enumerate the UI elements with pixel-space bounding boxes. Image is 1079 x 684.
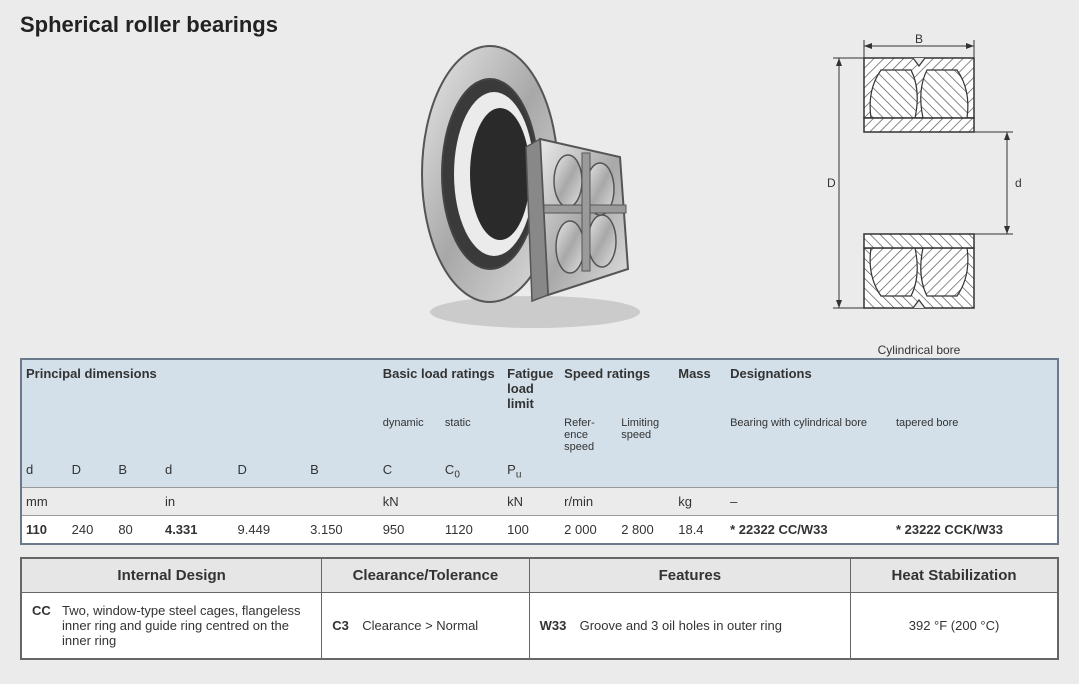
- data-cell: * 22322 CC/W33: [726, 515, 892, 544]
- feature-header: Clearance/Tolerance: [322, 558, 529, 593]
- th-symbol: d: [21, 459, 68, 487]
- unit-cell: [441, 487, 503, 515]
- unit-cell: kN: [503, 487, 560, 515]
- feature-header: Internal Design: [21, 558, 322, 593]
- bearing-schematic: B: [789, 34, 1049, 357]
- data-cell: 2 800: [617, 515, 674, 544]
- data-cell: 18.4: [674, 515, 726, 544]
- bearing-3d-illustration: [400, 34, 660, 339]
- unit-cell: [892, 487, 1058, 515]
- th-symbol: C: [379, 459, 441, 487]
- internal-design-cell: CCTwo, window-type steel cages, flangele…: [21, 592, 322, 659]
- th-designations: Designations: [726, 359, 1058, 414]
- dim-label-d: d: [1015, 176, 1022, 190]
- data-cell: 3.150: [306, 515, 379, 544]
- features-table: Internal DesignClearance/ToleranceFeatur…: [20, 557, 1059, 660]
- unit-cell: [68, 487, 115, 515]
- unit-cell: [234, 487, 307, 515]
- th-symbol: C0: [441, 459, 503, 487]
- th-symbol: D: [68, 459, 115, 487]
- unit-cell: –: [726, 487, 892, 515]
- th-symbol: D: [234, 459, 307, 487]
- unit-cell: [114, 487, 161, 515]
- feature-header: Features: [529, 558, 850, 593]
- unit-cell: mm: [21, 487, 68, 515]
- th-symbol: B: [114, 459, 161, 487]
- data-cell: * 23222 CCK/W33: [892, 515, 1058, 544]
- th-cyl-bore: Bearing with cylindrical bore: [726, 414, 892, 459]
- unit-cell: in: [161, 487, 234, 515]
- feature-header: Heat Stabilization: [851, 558, 1058, 593]
- data-cell: 100: [503, 515, 560, 544]
- th-lim-speed: Limiting speed: [617, 414, 674, 459]
- data-cell: 80: [114, 515, 161, 544]
- unit-cell: r/min: [560, 487, 617, 515]
- th-symbol: [892, 459, 1058, 487]
- unit-cell: kg: [674, 487, 726, 515]
- unit-cell: [617, 487, 674, 515]
- th-symbol: [617, 459, 674, 487]
- th-symbol: Pu: [503, 459, 560, 487]
- th-symbol: [726, 459, 892, 487]
- th-static: static: [441, 414, 503, 459]
- heat-cell: 392 °F (200 °C): [851, 592, 1058, 659]
- clearance-cell: C3Clearance > Normal: [322, 592, 529, 659]
- th-dynamic: dynamic: [379, 414, 441, 459]
- th-ref-speed: Refer-ence speed: [560, 414, 617, 459]
- th-speed: Speed ratings: [560, 359, 674, 414]
- th-symbol: [560, 459, 617, 487]
- th-symbol: d: [161, 459, 234, 487]
- dim-label-B: B: [915, 34, 923, 46]
- schematic-caption: Cylindrical bore: [789, 343, 1049, 357]
- data-cell: 9.449: [234, 515, 307, 544]
- data-cell: 1120: [441, 515, 503, 544]
- th-basic-load: Basic load ratings: [379, 359, 503, 414]
- dimensions-table: Principal dimensionsBasic load ratingsFa…: [20, 358, 1059, 545]
- th-fatigue: Fatigue load limit: [503, 359, 560, 414]
- th-symbol: [674, 459, 726, 487]
- unit-cell: kN: [379, 487, 441, 515]
- th-symbol: B: [306, 459, 379, 487]
- data-cell: 2 000: [560, 515, 617, 544]
- features-cell: W33Groove and 3 oil holes in outer ring: [529, 592, 850, 659]
- data-cell: 4.331: [161, 515, 234, 544]
- unit-cell: [306, 487, 379, 515]
- th-tapered: tapered bore: [892, 414, 1058, 459]
- dim-label-D: D: [827, 176, 836, 190]
- th-mass: Mass: [674, 359, 726, 414]
- hero-row: B: [20, 44, 1059, 354]
- th-principal: Principal dimensions: [21, 359, 379, 414]
- data-cell: 240: [68, 515, 115, 544]
- data-cell: 110: [21, 515, 68, 544]
- data-cell: 950: [379, 515, 441, 544]
- table-row: CCTwo, window-type steel cages, flangele…: [21, 592, 1058, 659]
